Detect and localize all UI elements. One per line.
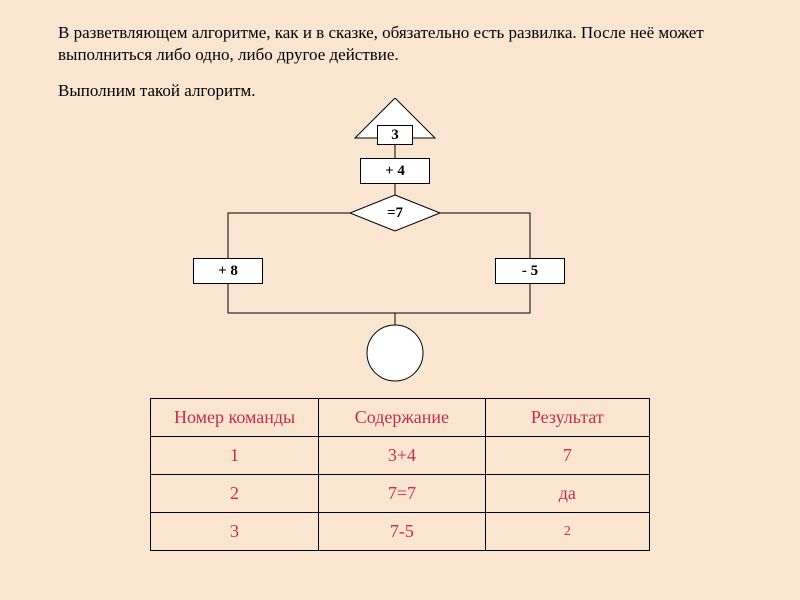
table-header: Номер команды	[151, 399, 319, 437]
table-cell: 1	[151, 437, 319, 475]
table-cell: 2	[151, 475, 319, 513]
table-cell: 2	[485, 513, 649, 551]
table-cell: да	[485, 475, 649, 513]
start-value-box: 3	[377, 125, 413, 145]
flowchart: 3 + 4 =7 + 8 - 5	[145, 98, 645, 378]
intro-paragraph-1: В разветвляющем алгоритме, как и в сказк…	[58, 22, 758, 66]
table-header: Результат	[485, 399, 649, 437]
table-cell: 3	[151, 513, 319, 551]
table-row: 13+47	[151, 437, 650, 475]
table-row: 37-52	[151, 513, 650, 551]
branch-left-box: + 8	[193, 258, 263, 284]
branch-right-box: - 5	[495, 258, 565, 284]
table-cell: 7	[485, 437, 649, 475]
table-cell: 7-5	[319, 513, 486, 551]
table-row: 27=7да	[151, 475, 650, 513]
table-cell: 3+4	[319, 437, 486, 475]
step-add-box: + 4	[360, 158, 430, 184]
table-cell: 7=7	[319, 475, 486, 513]
trace-table: Номер командыСодержаниеРезультат 13+4727…	[150, 398, 650, 551]
table-header: Содержание	[319, 399, 486, 437]
condition-label: =7	[375, 205, 415, 222]
